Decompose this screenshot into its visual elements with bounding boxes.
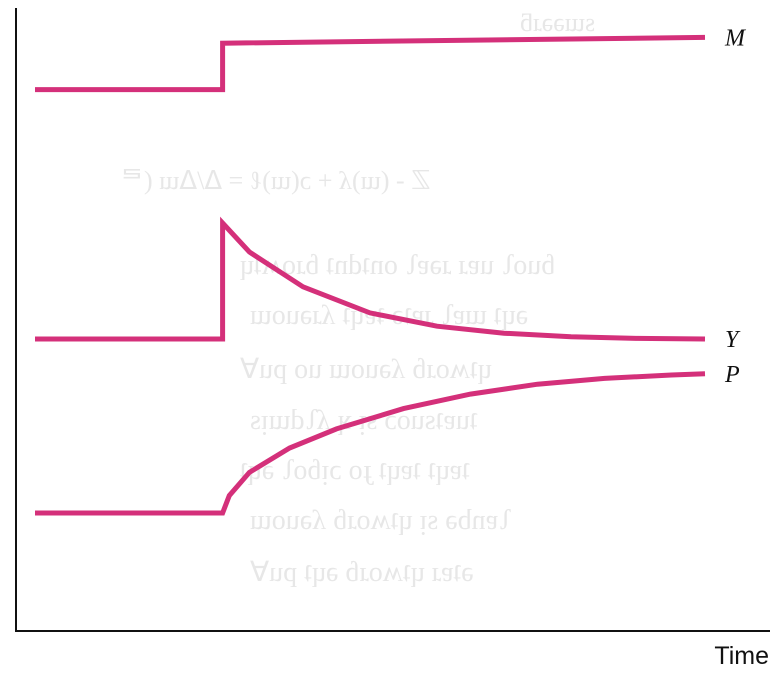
series-line-p bbox=[35, 371, 706, 516]
series-label-p: P bbox=[724, 362, 740, 388]
x-axis-label: Time bbox=[714, 642, 769, 670]
series-layer bbox=[35, 34, 706, 516]
series-line-y bbox=[35, 216, 706, 342]
series-label-y: Y bbox=[725, 327, 741, 353]
series-line-m bbox=[35, 34, 706, 93]
axes bbox=[15, 8, 770, 632]
series-label-layer: M YP bbox=[724, 25, 747, 387]
series-label-m: M bbox=[724, 25, 747, 51]
